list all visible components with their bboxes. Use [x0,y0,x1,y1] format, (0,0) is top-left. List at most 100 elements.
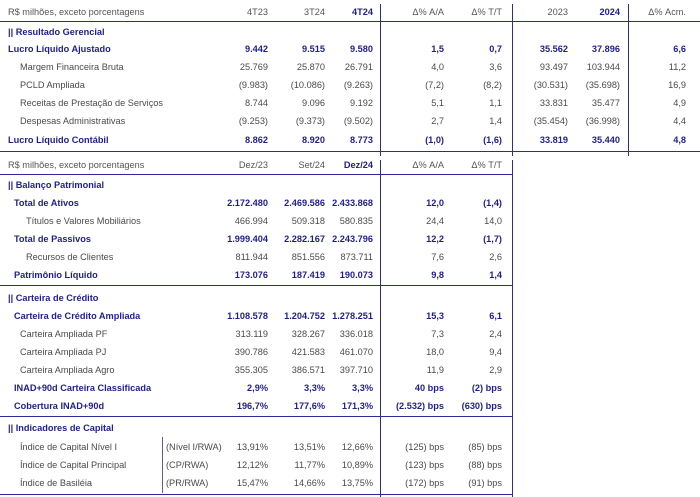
s1-header-4t23: 4T23 [247,7,268,17]
cell: 580.835 [339,216,373,226]
cell: 509.318 [291,216,325,226]
cell: 14,0 [484,216,502,226]
cell: 12,2 [426,234,444,244]
cell: 0,7 [489,44,502,54]
table-row: Carteira de Crédito Ampliada 1.108.578 1… [0,308,700,324]
cell: 9.580 [350,44,373,54]
row-label: PCLD Ampliada [20,80,85,90]
cell: (2) bps [471,383,502,393]
cell: 9.096 [302,98,325,108]
cell: 328.267 [291,329,325,339]
cell: 25.870 [296,62,325,72]
row-label: Despesas Administrativas [20,116,126,126]
table-row: Margem Financeira Bruta 25.769 25.870 26… [0,59,700,75]
cell: 2,4 [489,329,502,339]
row-label: Total de Ativos [14,198,79,208]
cell: 1,4 [489,116,502,126]
cell: 16,9 [668,80,686,90]
s1-header-title: R$ milhões, exceto porcentagens [8,7,145,17]
s1-section-title-row: || Resultado Gerencial [0,24,700,40]
section-title-balanco-patrimonial: || Balanço Patrimonial [8,180,105,190]
table-row: PCLD Ampliada (9.983) (10.086) (9.263) (… [0,77,700,93]
capital-ratio-divider [162,437,163,493]
cell: (9.373) [295,116,325,126]
cell: 25.769 [239,62,268,72]
table-row: Total de Ativos 2.172.480 2.469.586 2.43… [0,195,700,211]
cell: 313.119 [235,329,268,339]
cell: 173.076 [234,270,268,280]
row-label: Lucro Líquido Ajustado [8,44,111,54]
cell: (35.698) [585,80,620,90]
cell: 18,0 [426,347,444,357]
row-label: Índice de Capital Principal [20,460,127,470]
cell: (10.086) [290,80,325,90]
row-sublabel: (PR/RWA) [166,478,209,488]
cell: 4,0 [431,62,444,72]
row-label: Carteira Ampliada PF [20,329,108,339]
cell: 2.282.167 [284,234,325,244]
cell: 12,12% [236,460,268,470]
cell: (9.502) [343,116,373,126]
row-label: Carteira Ampliada Agro [20,365,115,375]
s2-header-underline [0,174,512,175]
table-row: Recursos de Clientes 811.944 851.556 873… [0,249,700,265]
s1-header-delta-tt: Δ% T/T [471,7,502,17]
cell: (88) bps [468,460,502,470]
table-row: Carteira Ampliada Agro 355.305 386.571 3… [0,362,700,378]
cell: 35.440 [591,135,620,145]
cell: 1.999.404 [227,234,268,244]
s1-header-delta-aa: Δ% A/A [412,7,444,17]
cell: 390.786 [234,347,268,357]
row-label: Receitas de Prestação de Serviços [20,98,163,108]
cell: 2,9 [489,365,502,375]
cell: (1,6) [483,135,502,145]
cell: 873.711 [340,252,373,262]
cell: 3,3% [304,383,325,393]
cell: 1.278.251 [332,311,373,321]
cell: 9.515 [302,44,325,54]
s3-section-title-row: || Carteira de Crédito [0,290,700,306]
cell: (8,2) [483,80,502,90]
cell: 13,91% [236,442,268,452]
divider-vertical-3 [628,4,629,156]
row-label: Patrimônio Líquido [14,270,98,280]
cell: (36.998) [585,116,620,126]
cell: 11,9 [426,365,444,375]
s2-header-delta-aa: Δ% A/A [412,160,444,170]
cell: (172) bps [405,478,444,488]
s2-header-set24: Set/24 [298,160,325,170]
cell: 1,5 [431,44,444,54]
s1-bottom-rule [0,151,512,152]
cell: (1,0) [425,135,444,145]
cell: 196,7% [236,401,268,411]
cell: 7,6 [431,252,444,262]
row-label: Recursos de Clientes [26,252,114,262]
cell: (30.531) [533,80,568,90]
cell: 8.744 [245,98,268,108]
cell: 177,6% [293,401,325,411]
cell: 421.583 [291,347,325,357]
cell: 1.204.752 [284,311,325,321]
section-title-carteira-de-credito: || Carteira de Crédito [8,293,99,303]
table-row: Carteira Ampliada PF 313.119 328.267 336… [0,326,700,342]
table-row: Carteira Ampliada PJ 390.786 421.583 461… [0,344,700,360]
table-row: Cobertura INAD+90d 196,7% 177,6% 171,3% … [0,398,700,414]
row-label: Títulos e Valores Mobiliários [26,216,141,226]
row-label: Lucro Líquido Contábil [8,135,109,145]
cell: (91) bps [468,478,502,488]
cell: (9.263) [343,80,373,90]
table-row: Índice de Capital Principal (CP/RWA) 12,… [0,457,700,473]
cell: (123) bps [405,460,444,470]
cell: 5,1 [431,98,444,108]
cell: 35.477 [591,98,620,108]
cell: 3,3% [352,383,373,393]
cell: 8.862 [245,135,268,145]
table-row: Índice de Capital Nível I (Nível I/RWA) … [0,439,700,455]
cell: 7,3 [431,329,444,339]
cell: 2,6 [489,252,502,262]
cell: 336.018 [339,329,373,339]
s4-section-title-row: || Indicadores de Capital [0,420,700,436]
row-label: Cobertura INAD+90d [14,401,105,411]
cell: 37.896 [591,44,620,54]
cell: 9,8 [431,270,444,280]
